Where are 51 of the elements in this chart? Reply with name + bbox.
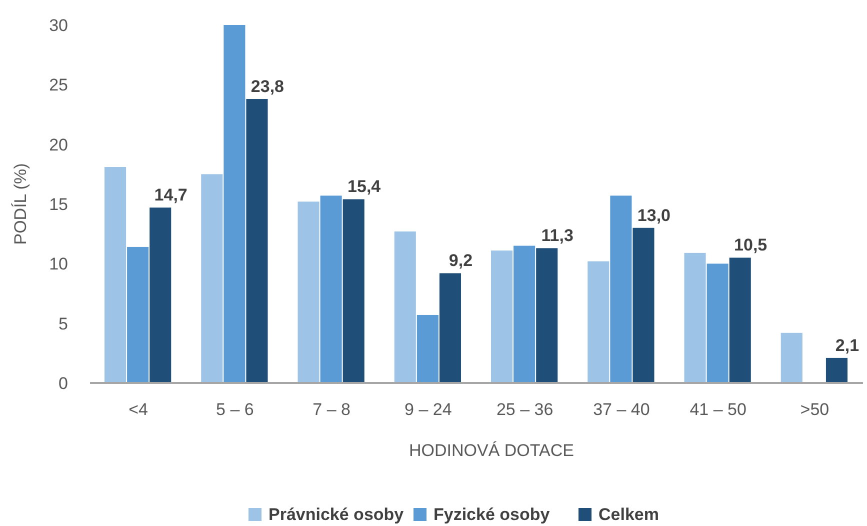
bar <box>394 231 416 383</box>
y-tick-label: 0 <box>58 374 68 393</box>
bar <box>706 264 728 383</box>
legend-label: Celkem <box>598 505 659 524</box>
data-label: 10,5 <box>734 236 768 255</box>
bar <box>514 246 536 383</box>
bar <box>224 25 246 383</box>
bar <box>439 273 462 383</box>
data-label: 9,2 <box>448 251 473 270</box>
x-tick-label: 5 – 6 <box>216 400 254 419</box>
bar <box>416 314 438 383</box>
legend-label: Právnické osoby <box>268 505 404 524</box>
x-tick-label: 7 – 8 <box>312 400 350 419</box>
bar <box>826 358 848 383</box>
data-label: 15,4 <box>348 177 382 196</box>
bar <box>201 174 223 383</box>
bar <box>588 261 610 383</box>
data-label: 2,1 <box>835 336 860 355</box>
bar <box>729 258 751 383</box>
bar <box>610 196 632 383</box>
bar <box>104 167 126 383</box>
x-axis-title: HODINOVÁ DOTACE <box>409 441 574 460</box>
bar <box>298 202 320 383</box>
x-tick-label: 9 – 24 <box>404 400 452 419</box>
bar <box>342 199 364 383</box>
data-label: 13,0 <box>637 206 671 225</box>
bar <box>320 196 342 383</box>
bar <box>127 246 149 383</box>
bar <box>684 252 706 383</box>
x-tick-label: >50 <box>800 400 830 419</box>
x-tick-label: 25 – 36 <box>496 400 554 419</box>
y-tick-label: 20 <box>49 135 68 154</box>
data-label: 23,8 <box>250 76 284 96</box>
y-tick-label: 25 <box>49 76 68 95</box>
data-label: 11,3 <box>541 226 574 246</box>
y-axis-title: PODÍL (%) <box>11 163 30 245</box>
legend-label: Fyzické osoby <box>434 505 550 524</box>
y-tick-label: 10 <box>49 254 68 274</box>
x-tick-label: 41 – 50 <box>690 400 746 419</box>
bar <box>150 208 172 383</box>
bar <box>632 228 654 383</box>
bar <box>490 250 513 383</box>
x-tick-label: 37 – 40 <box>593 400 650 419</box>
y-tick-label: 5 <box>58 314 68 334</box>
bar <box>780 332 802 383</box>
x-tick-label: <4 <box>128 400 148 419</box>
data-label: 14,7 <box>154 186 188 205</box>
bar <box>536 248 558 383</box>
y-tick-label: 30 <box>49 16 68 35</box>
y-tick-label: 15 <box>49 194 68 214</box>
bar <box>246 98 268 383</box>
